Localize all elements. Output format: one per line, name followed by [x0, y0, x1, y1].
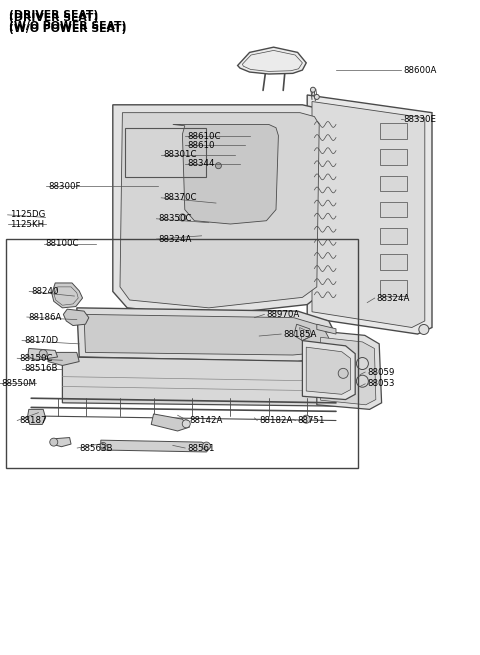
Polygon shape	[101, 440, 211, 452]
Text: 88100C: 88100C	[46, 239, 79, 248]
Text: 88182A: 88182A	[259, 416, 293, 425]
Circle shape	[39, 350, 47, 358]
Polygon shape	[120, 113, 319, 308]
Circle shape	[314, 94, 319, 100]
Polygon shape	[77, 308, 336, 362]
Text: 88170D: 88170D	[24, 336, 58, 345]
Text: 88053: 88053	[367, 379, 395, 388]
Polygon shape	[238, 47, 306, 74]
Text: 88561: 88561	[187, 443, 215, 453]
Text: 88330E: 88330E	[403, 115, 436, 124]
Polygon shape	[380, 149, 407, 165]
Circle shape	[50, 438, 58, 446]
Text: 88185A: 88185A	[283, 329, 317, 339]
Polygon shape	[317, 331, 382, 409]
Text: 88059: 88059	[367, 367, 395, 377]
Circle shape	[203, 442, 210, 450]
Text: 1125KH: 1125KH	[10, 219, 44, 229]
Polygon shape	[380, 280, 407, 296]
Polygon shape	[173, 124, 278, 224]
Text: (DRIVER SEAT): (DRIVER SEAT)	[9, 10, 98, 20]
Text: 88344: 88344	[187, 159, 215, 168]
Text: 88550M: 88550M	[1, 379, 36, 388]
Text: 88300F: 88300F	[48, 181, 81, 191]
Polygon shape	[306, 347, 350, 394]
Text: 88350C: 88350C	[158, 214, 192, 223]
Polygon shape	[380, 123, 407, 139]
Text: 88610C: 88610C	[187, 132, 221, 141]
Circle shape	[179, 214, 186, 221]
Polygon shape	[84, 314, 329, 355]
Polygon shape	[28, 348, 58, 360]
Circle shape	[419, 324, 429, 335]
Circle shape	[182, 420, 190, 428]
Text: (W/O POWER SEAT): (W/O POWER SEAT)	[9, 21, 126, 31]
Text: 88563B: 88563B	[79, 443, 113, 453]
Circle shape	[100, 442, 106, 449]
Text: 88240: 88240	[31, 287, 59, 296]
Polygon shape	[151, 414, 190, 431]
Text: 88187: 88187	[19, 416, 47, 425]
Polygon shape	[380, 228, 407, 244]
Polygon shape	[321, 337, 376, 405]
Text: 88970A: 88970A	[266, 310, 300, 319]
Text: 88370C: 88370C	[163, 193, 197, 202]
Bar	[6, 239, 358, 468]
Text: 1125DG: 1125DG	[10, 210, 45, 219]
Text: 88186A: 88186A	[29, 312, 62, 322]
Polygon shape	[312, 102, 425, 328]
Circle shape	[311, 87, 315, 92]
Text: 88142A: 88142A	[190, 416, 223, 425]
Polygon shape	[380, 254, 407, 270]
Polygon shape	[380, 202, 407, 217]
Polygon shape	[52, 438, 71, 447]
Circle shape	[356, 358, 369, 369]
Circle shape	[216, 162, 221, 169]
Polygon shape	[48, 352, 79, 365]
Text: 88324A: 88324A	[158, 234, 192, 244]
Polygon shape	[317, 324, 336, 334]
Polygon shape	[62, 357, 336, 406]
Polygon shape	[27, 409, 46, 424]
Circle shape	[356, 375, 369, 387]
Text: 88301C: 88301C	[163, 150, 197, 159]
Text: 88610: 88610	[187, 141, 215, 150]
Text: 88516B: 88516B	[24, 364, 58, 373]
Text: 88150C: 88150C	[19, 354, 53, 363]
Text: (DRIVER SEAT): (DRIVER SEAT)	[9, 13, 98, 24]
Polygon shape	[307, 95, 432, 334]
Text: 88751: 88751	[298, 416, 325, 425]
Polygon shape	[380, 176, 407, 191]
Circle shape	[302, 415, 310, 423]
Polygon shape	[294, 324, 312, 341]
Bar	[125, 128, 206, 177]
Circle shape	[338, 368, 348, 379]
Polygon shape	[52, 283, 83, 308]
Text: 88600A: 88600A	[403, 66, 437, 75]
Polygon shape	[302, 341, 355, 400]
Text: (W/O POWER SEAT): (W/O POWER SEAT)	[9, 24, 126, 35]
Text: 88324A: 88324A	[377, 293, 410, 303]
Polygon shape	[63, 309, 89, 326]
Polygon shape	[113, 105, 326, 316]
